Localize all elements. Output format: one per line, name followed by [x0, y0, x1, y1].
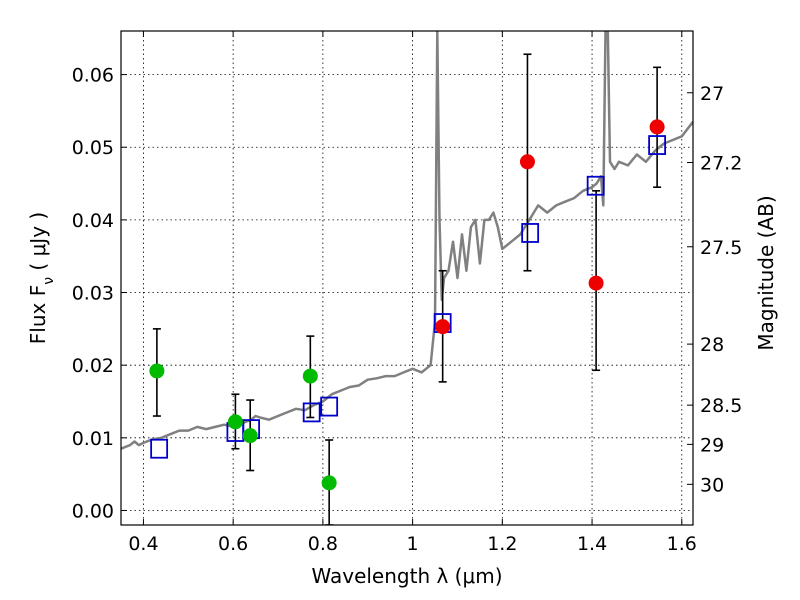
green-data-point — [302, 368, 318, 384]
red-data-point — [435, 319, 451, 335]
x-tick-label: 1.6 — [667, 533, 697, 555]
red-data-point — [588, 275, 604, 291]
x-tick-label: 0.8 — [308, 533, 338, 555]
model-square-marker — [150, 438, 169, 459]
green-data-point — [242, 428, 258, 444]
y-tick-label: 0.00 — [72, 500, 114, 522]
x-tick-label: 1 — [407, 533, 419, 555]
y-tick-label: 0.02 — [72, 355, 114, 377]
grid-lines — [121, 31, 693, 525]
x-tick-label: 1.2 — [487, 533, 517, 555]
x-tick-label: 0.6 — [218, 533, 248, 555]
green-data-point — [227, 414, 243, 430]
model-square-marker — [521, 223, 540, 243]
magnitude-tick-label: 27 — [700, 83, 724, 105]
y-tick-label: 0.05 — [72, 137, 114, 159]
magnitude-tick-label: 29 — [700, 434, 724, 456]
x-axis-label: Wavelength λ (μm) — [311, 564, 502, 588]
green-data-point — [149, 363, 165, 379]
y-tick-label: 0.06 — [72, 65, 114, 87]
plot-frame — [120, 30, 694, 526]
magnitude-tick-label: 28 — [700, 334, 724, 356]
red-data-point — [519, 154, 535, 170]
magnitude-tick-label: 27.5 — [700, 237, 742, 259]
model-spectrum-line — [121, 31, 693, 450]
magnitude-tick-label: 30 — [700, 474, 724, 496]
model-square-marker — [586, 175, 605, 196]
y-tick-label: 0.04 — [72, 210, 114, 232]
model-square-marker — [302, 402, 321, 423]
magnitude-tick-label: 28.5 — [700, 395, 742, 417]
plot-area — [121, 31, 693, 525]
model-square-marker — [648, 135, 667, 155]
magnitude-axis-label: Magnitude (AB) — [754, 195, 778, 350]
x-tick-label: 0.4 — [128, 533, 158, 555]
x-tick-label: 1.4 — [577, 533, 607, 555]
y-tick-label: 0.03 — [72, 283, 114, 305]
green-data-point — [321, 475, 337, 491]
magnitude-tick-label: 27.2 — [700, 152, 742, 174]
y-axis-label: Flux Fν ( μJy ) — [26, 212, 57, 344]
model-square-marker — [320, 396, 339, 417]
axis-labels: 0.4 0.6 0.8 1 1.2 1.4 1.6 0.00 0.01 0.02 0.03 0.04 0… — [26, 65, 778, 588]
y-tick-label: 0.01 — [72, 428, 114, 450]
axis-ticks — [121, 31, 693, 525]
red-data-point — [649, 119, 665, 135]
